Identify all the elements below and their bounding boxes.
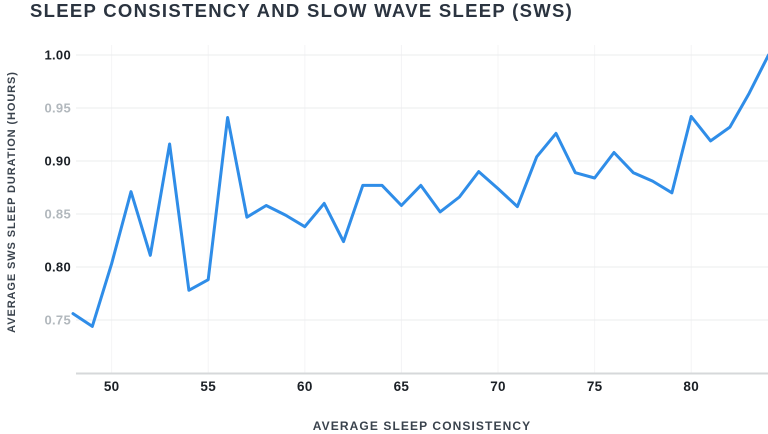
x-tick-label: 60 — [297, 379, 313, 394]
x-tick-label: 70 — [490, 379, 506, 394]
y-tick-label: 0.90 — [44, 154, 71, 169]
y-tick-label: 0.75 — [44, 313, 71, 328]
x-tick-label: 50 — [104, 379, 120, 394]
chart-title: SLEEP CONSISTENCY AND SLOW WAVE SLEEP (S… — [30, 0, 574, 21]
y-tick-label: 0.95 — [44, 101, 71, 116]
y-tick-label: 1.00 — [44, 48, 71, 63]
y-tick-label: 0.85 — [44, 207, 71, 222]
y-tick-label: 0.80 — [44, 260, 71, 275]
x-tick-label: 65 — [394, 379, 410, 394]
sws-data-line — [71, 53, 768, 328]
x-tick-label: 80 — [683, 379, 699, 394]
x-tick-label: 55 — [200, 379, 216, 394]
x-tick-label: 75 — [587, 379, 603, 394]
x-axis-title: AVERAGE SLEEP CONSISTENCY — [312, 419, 532, 433]
